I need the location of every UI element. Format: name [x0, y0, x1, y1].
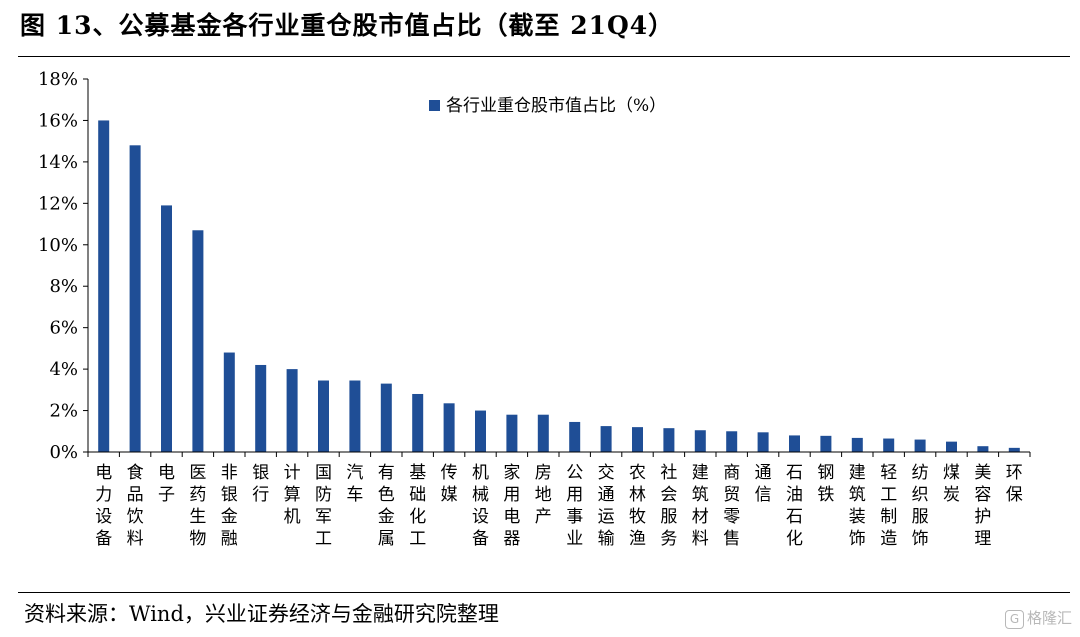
- y-tick-label: 18%: [38, 69, 78, 90]
- bar: [632, 427, 643, 452]
- y-tick-label: 8%: [49, 276, 78, 297]
- bar: [129, 145, 141, 453]
- watermark-text: 格隆汇: [1026, 609, 1072, 627]
- x-tick-label: 电力设备: [95, 463, 112, 549]
- x-axis: 电力设备食品饮料电子医药生物非银金融银行计算机国防军工汽车有色金属基础化工传媒机…: [87, 451, 1031, 549]
- x-tick-label: 传媒: [441, 463, 458, 505]
- legend-swatch: [429, 100, 440, 111]
- bar: [475, 410, 486, 452]
- bar: [851, 437, 863, 452]
- bar: [537, 414, 549, 452]
- x-tick-label: 房地产: [535, 463, 552, 527]
- bar: [820, 435, 832, 452]
- x-tick-label: 煤炭: [943, 463, 960, 505]
- y-tick-label: 2%: [49, 401, 78, 422]
- bar: [161, 205, 172, 452]
- x-tick-label: 机械设备: [472, 463, 489, 549]
- bar: [726, 431, 738, 452]
- bar: [600, 426, 612, 452]
- y-tick-label: 6%: [49, 318, 78, 339]
- bar: [443, 403, 455, 452]
- x-tick-label: 家用电器: [503, 463, 520, 549]
- y-tick-label: 12%: [38, 193, 78, 214]
- bar: [286, 369, 298, 452]
- x-tick-label: 农林牧渔: [629, 463, 646, 549]
- bars: [98, 120, 1020, 453]
- bar: [380, 383, 392, 452]
- x-tick-label: 基础化工: [409, 463, 426, 549]
- x-tick-label: 通信: [755, 463, 772, 505]
- x-tick-label: 非银金融: [221, 463, 238, 549]
- x-tick-label: 汽车: [346, 463, 363, 505]
- y-axis: 0% 2% 4% 6% 8% 10% 12% 14% 16% 18%: [38, 69, 89, 463]
- x-tick-label: 公用事业: [566, 463, 583, 549]
- x-tick-label: 建筑装饰: [849, 463, 866, 549]
- x-tick-label: 交通运输: [598, 463, 615, 549]
- bar: [946, 441, 957, 452]
- x-tick-label: 建筑材料: [692, 463, 709, 549]
- bar: [569, 421, 581, 452]
- bar: [663, 428, 675, 452]
- y-tick-label: 16%: [38, 110, 78, 131]
- x-tick-label: 电子: [158, 463, 175, 505]
- x-tick-label: 食品饮料: [127, 463, 144, 549]
- bar: [223, 352, 235, 452]
- bar: [98, 120, 110, 452]
- x-tick-label: 石油石化: [786, 463, 803, 549]
- x-tick-label: 商贸零售: [723, 463, 740, 549]
- bar: [694, 430, 706, 452]
- x-tick-label: 医药生物: [189, 463, 206, 549]
- x-tick-label: 银行: [252, 463, 269, 505]
- y-tick-label: 4%: [49, 359, 78, 380]
- legend: 各行业重仓股市值占比（%）: [429, 96, 666, 116]
- x-tick-label: 计算机: [284, 463, 301, 527]
- bar-chart: 0% 2% 4% 6% 8% 10% 12% 14% 16% 18% 电力设备食品饮料电子医药生物…: [38, 69, 1031, 549]
- x-tick-label: 美容护理: [974, 463, 991, 549]
- y-tick-label: 10%: [38, 235, 78, 256]
- x-tick-label: 国防军工: [315, 463, 332, 549]
- top-rule: [18, 56, 1070, 57]
- source-note: 资料来源：Wind，兴业证券经济与金融研究院整理: [24, 602, 499, 626]
- bar: [1008, 447, 1020, 452]
- y-tick-label: 0%: [49, 442, 78, 463]
- x-tick-label: 环保: [1006, 463, 1023, 505]
- figure-title: 图 13、公募基金各行业重仓股市值占比（截至 21Q4）: [20, 11, 675, 40]
- x-tick-label: 钢铁: [817, 463, 834, 505]
- watermark-logo-icon: G: [1004, 610, 1024, 629]
- x-tick-label: 轻工制造: [880, 463, 897, 549]
- bar: [412, 393, 424, 452]
- bar: [883, 438, 895, 452]
- y-tick-label: 14%: [38, 152, 78, 173]
- bar: [977, 446, 989, 452]
- bar: [349, 380, 361, 452]
- bottom-rule: [18, 592, 1070, 593]
- bar: [789, 435, 800, 452]
- legend-label: 各行业重仓股市值占比（%）: [446, 96, 666, 116]
- watermark: G 格隆汇: [1004, 607, 1072, 629]
- bar: [914, 439, 926, 452]
- bar: [192, 230, 204, 452]
- bar: [757, 432, 769, 452]
- bar: [318, 380, 329, 452]
- bar: [506, 414, 518, 452]
- x-tick-label: 有色金属: [378, 463, 395, 549]
- x-tick-label: 社会服务: [660, 463, 677, 549]
- bar: [255, 364, 267, 452]
- x-tick-label: 纺织服饰: [912, 463, 929, 549]
